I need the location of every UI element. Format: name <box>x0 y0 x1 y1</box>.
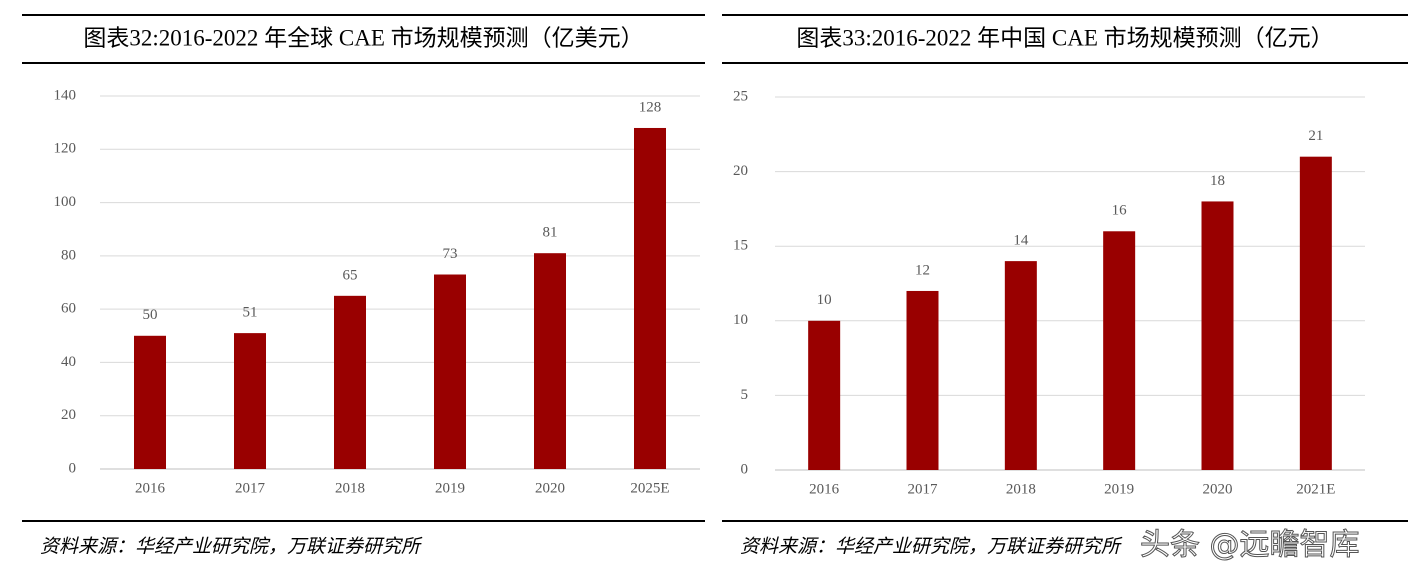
y-tick-label: 140 <box>54 87 77 103</box>
y-tick-label: 0 <box>69 460 77 476</box>
y-tick-label: 5 <box>741 387 749 403</box>
y-tick-label: 15 <box>733 238 748 254</box>
bar <box>534 253 566 469</box>
data-label: 65 <box>343 267 358 283</box>
bar <box>634 127 666 469</box>
y-tick-label: 20 <box>61 407 76 423</box>
y-tick-label: 0 <box>741 461 749 477</box>
data-label: 12 <box>915 262 930 278</box>
bar <box>1004 261 1037 470</box>
data-label: 16 <box>1112 203 1128 219</box>
chart-title: 图表33:2016-2022 年中国 CAE 市场规模预测（亿元） <box>796 25 1333 50</box>
bar <box>906 290 939 470</box>
data-label: 18 <box>1210 173 1225 189</box>
bar <box>334 295 366 469</box>
bar <box>808 320 841 470</box>
y-tick-label: 10 <box>733 312 748 328</box>
source-note: 资料来源：华经产业研究院，万联证券研究所 <box>740 535 1123 557</box>
watermark: 头条 @远瞻智库 <box>1140 528 1360 563</box>
source-note: 资料来源：华经产业研究院，万联证券研究所 <box>40 535 423 557</box>
data-label: 73 <box>443 246 458 262</box>
chart-title: 图表32:2016-2022 年全球 CAE 市场规模预测（亿美元） <box>83 25 643 50</box>
x-tick-label: 2019 <box>1104 481 1134 497</box>
x-tick-label: 2016 <box>135 480 166 496</box>
bar <box>1103 231 1136 470</box>
data-label: 128 <box>639 99 662 115</box>
y-tick-label: 20 <box>733 163 748 179</box>
y-tick-label: 100 <box>54 194 77 210</box>
bar <box>1201 201 1234 470</box>
x-tick-label: 2021E <box>1296 481 1335 497</box>
y-tick-label: 40 <box>61 354 76 370</box>
data-label: 14 <box>1013 233 1029 249</box>
bar <box>1299 156 1332 470</box>
x-tick-label: 2017 <box>908 481 939 497</box>
bar <box>434 274 466 469</box>
data-label: 81 <box>543 225 558 241</box>
y-tick-label: 120 <box>54 141 77 157</box>
x-tick-label: 2016 <box>809 481 840 497</box>
data-label: 21 <box>1308 128 1323 144</box>
bar <box>234 333 266 469</box>
x-tick-label: 2020 <box>535 480 565 496</box>
y-tick-label: 25 <box>733 88 748 104</box>
data-label: 51 <box>243 305 258 321</box>
data-label: 10 <box>817 292 832 308</box>
x-tick-label: 2017 <box>235 480 266 496</box>
y-tick-label: 80 <box>61 247 76 263</box>
x-tick-label: 2020 <box>1203 481 1233 497</box>
x-tick-label: 2019 <box>435 480 465 496</box>
x-tick-label: 2018 <box>1006 481 1036 497</box>
x-tick-label: 2025E <box>630 480 669 496</box>
x-tick-label: 2018 <box>335 480 365 496</box>
y-tick-label: 60 <box>61 301 76 317</box>
bar <box>134 335 166 469</box>
data-label: 50 <box>143 307 158 323</box>
